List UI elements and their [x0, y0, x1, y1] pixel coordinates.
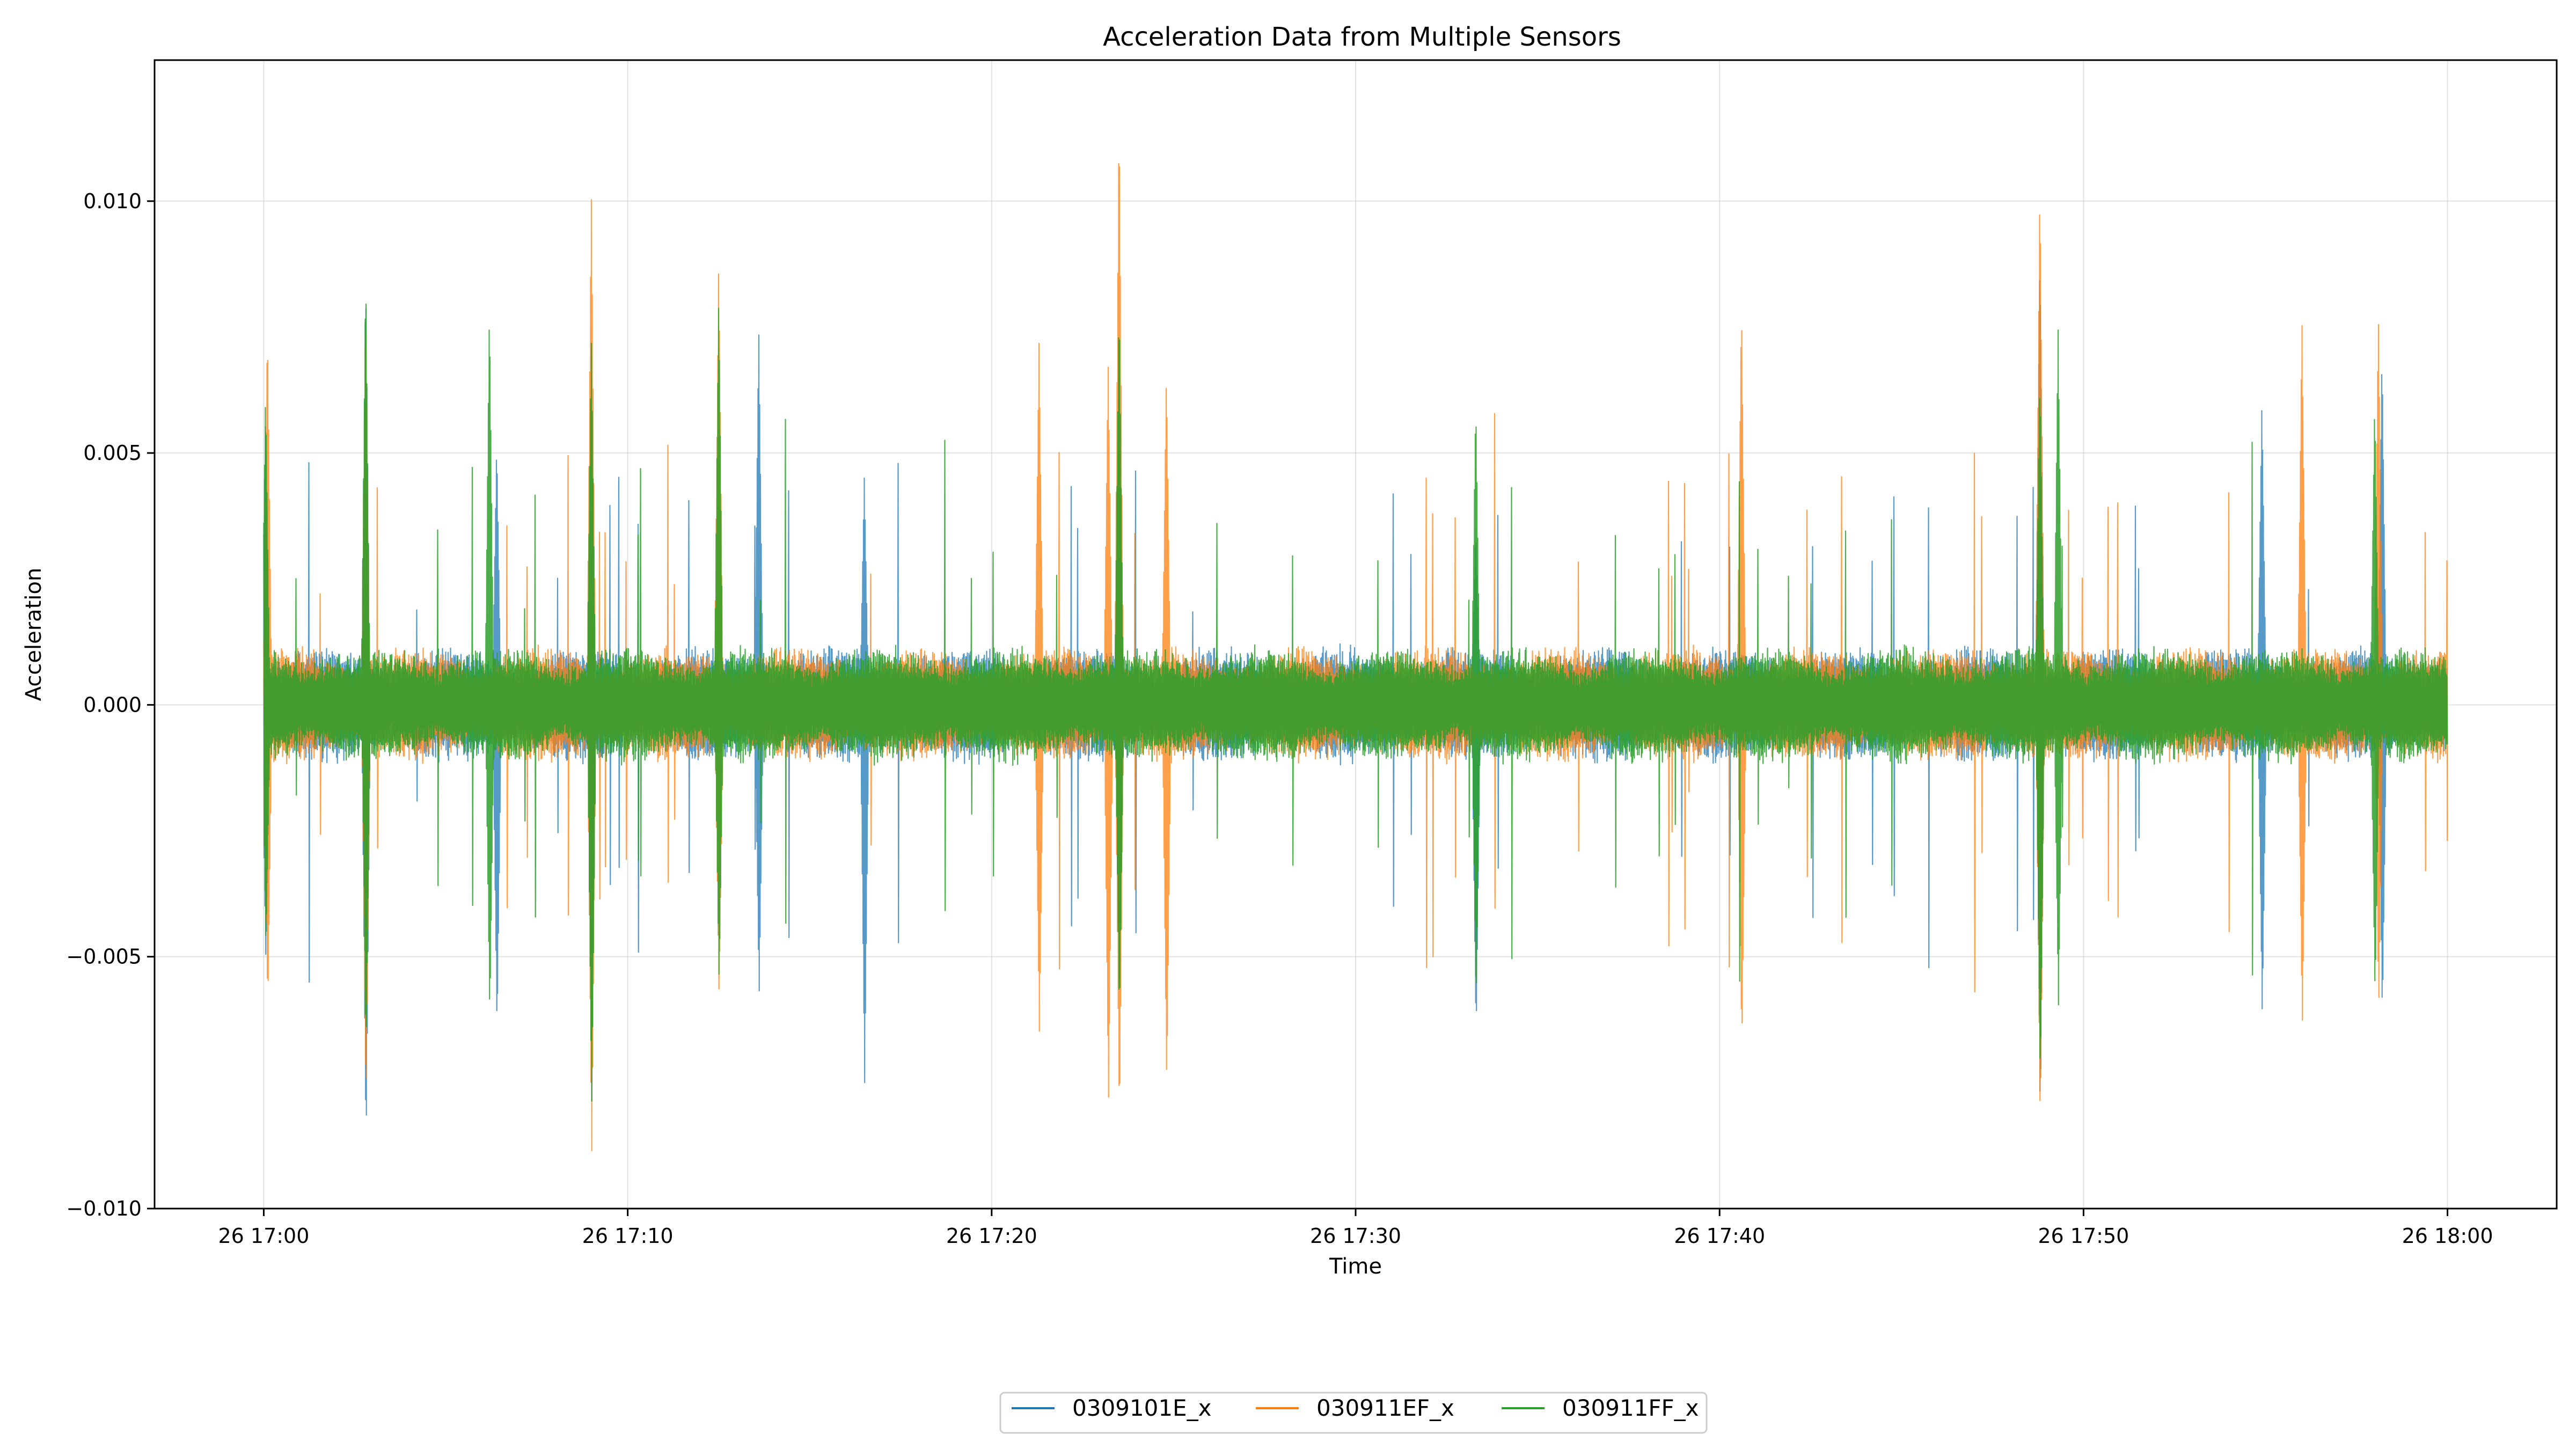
y-tick-label: 0.010	[83, 189, 142, 213]
legend-frame	[999, 1392, 1708, 1434]
grid-lines	[155, 60, 2557, 1209]
x-tick-label: 26 17:30	[1310, 1224, 1401, 1248]
legend-label-0309101E_x: 0309101E_x	[1072, 1395, 1211, 1421]
legend-label-030911FF_x: 030911FF_x	[1562, 1395, 1699, 1421]
y-tick-label: 0.000	[83, 693, 142, 716]
series-line-030911FF_x	[263, 303, 2448, 1102]
series-layer	[263, 163, 2448, 1152]
legend-label-030911EF_x: 030911EF_x	[1316, 1395, 1454, 1421]
y-tick-label: −0.010	[66, 1197, 142, 1220]
x-tick-label: 26 17:50	[2038, 1224, 2129, 1248]
legend: 0309101E_x 030911EF_x 030911FF_x	[999, 1392, 1708, 1434]
x-tick-label: 26 17:10	[582, 1224, 674, 1248]
x-tick-label: 26 17:40	[1674, 1224, 1765, 1248]
y-tick-label: 0.005	[83, 441, 142, 465]
y-axis-label: Acceleration	[21, 568, 46, 701]
y-tick-label: −0.005	[66, 945, 142, 969]
x-tick-label: 26 17:00	[218, 1224, 309, 1248]
x-axis-ticks: 26 17:00 26 17:10 26 17:20 26 17:30 26 17:40…	[218, 1209, 2493, 1248]
x-tick-label: 26 17:20	[946, 1224, 1037, 1248]
y-axis-ticks: −0.010 −0.005 0.000 0.005 0.010	[66, 189, 155, 1220]
x-tick-label: 26 18:00	[2402, 1224, 2493, 1248]
x-axis-label: Time	[1329, 1254, 1382, 1279]
chart-title: Acceleration Data from Multiple Sensors	[1103, 22, 1621, 52]
